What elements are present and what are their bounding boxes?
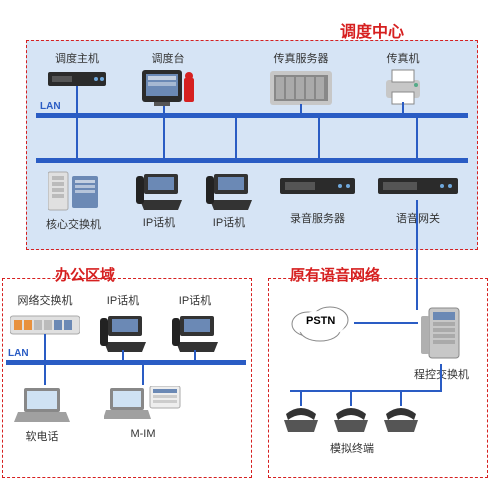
device-softphone: 软电话 — [14, 386, 70, 444]
vline-of4 — [44, 365, 46, 385]
vline-mid3 — [235, 118, 237, 158]
rack-1u-icon — [280, 176, 355, 200]
vline-t1 — [300, 392, 302, 406]
vline-pbx-down — [440, 364, 442, 390]
pstn-label: PSTN — [306, 315, 335, 327]
vline-dh — [76, 86, 78, 113]
zone-dispatch-title: 调度中心 — [340, 18, 404, 42]
phone-icon — [98, 310, 148, 354]
vline-of5 — [142, 365, 144, 385]
vline-of1 — [44, 334, 46, 360]
zone-voice-title: 原有语音网络 — [290, 264, 380, 285]
printer-icon — [380, 68, 426, 106]
phone-icon — [134, 168, 184, 212]
device-voice-gateway: 语音网关 — [378, 176, 458, 226]
lan-office — [6, 360, 246, 365]
device-analog-3 — [382, 406, 420, 434]
vline-fm — [402, 102, 404, 113]
vline-fs — [300, 104, 302, 113]
label-ip-phone-4: IP话机 — [179, 292, 211, 308]
label-fax-machine: 传真机 — [387, 50, 420, 66]
device-m-im: M-IM — [104, 386, 182, 440]
device-pbx: 程控交换机 — [418, 306, 469, 382]
phone-icon — [170, 310, 220, 354]
device-dispatch-console: 调度台 — [140, 50, 196, 110]
device-fax-server: 传真服务器 — [270, 50, 332, 108]
label-analog-term: 模拟终端 — [330, 440, 374, 456]
label-core-switch: 核心交换机 — [46, 216, 101, 232]
label-ip-phone-3: IP话机 — [107, 292, 139, 308]
lan-dispatch-top — [36, 113, 468, 118]
device-ip-phone-3: IP话机 — [98, 292, 148, 354]
label-softphone: 软电话 — [26, 428, 59, 444]
device-record-server: 录音服务器 — [280, 176, 355, 226]
desk-phone-icon — [282, 406, 320, 434]
laptop-icon — [14, 386, 70, 426]
label-net-switch: 网络交换机 — [18, 292, 73, 308]
pbx-icon — [421, 306, 467, 364]
phone-icon — [204, 168, 254, 212]
device-ip-phone-2: IP话机 — [204, 168, 254, 230]
desk-phone-icon — [382, 406, 420, 434]
label-ip-phone-1: IP话机 — [143, 214, 175, 230]
vline-mid5 — [416, 118, 418, 158]
laptop-screens-icon — [104, 386, 182, 426]
hline-terms — [290, 390, 442, 392]
label-m-im: M-IM — [130, 428, 155, 440]
device-analog-1 — [282, 406, 320, 434]
label-record-server: 录音服务器 — [290, 210, 345, 226]
rack-server-icon — [270, 68, 332, 108]
device-ip-phone-4: IP话机 — [170, 292, 220, 354]
rack-1u-icon — [378, 176, 458, 200]
device-core-switch: 核心交换机 — [46, 168, 101, 232]
device-analog-2 — [332, 406, 370, 434]
vline-gw-turn — [416, 308, 418, 310]
lan-dispatch-bot — [36, 158, 468, 163]
vline-mid2 — [163, 118, 165, 158]
device-dispatch-host: 调度主机 — [48, 50, 106, 88]
switch-icon — [48, 168, 100, 214]
pstn-cloud: PSTN — [286, 302, 356, 342]
vline-mid4 — [318, 118, 320, 158]
device-fax-machine: 传真机 — [380, 50, 426, 106]
desk-phone-icon — [332, 406, 370, 434]
vline-t3 — [400, 392, 402, 406]
vline-of2 — [122, 350, 124, 360]
server-box-icon — [48, 68, 106, 88]
label-ip-phone-2: IP话机 — [213, 214, 245, 230]
vline-t2 — [350, 392, 352, 406]
label-dispatch-console: 调度台 — [152, 50, 185, 66]
zone-office-title: 办公区域 — [55, 264, 115, 285]
console-icon — [140, 68, 196, 110]
hline-pstn-pbx — [354, 322, 418, 324]
device-net-switch: 网络交换机 — [10, 292, 80, 338]
vline-of3 — [194, 350, 196, 360]
vline-mid1 — [76, 118, 78, 158]
label-fax-server: 传真服务器 — [274, 50, 329, 66]
vline-dc — [163, 106, 165, 113]
label-voice-gateway: 语音网关 — [396, 210, 440, 226]
device-ip-phone-1: IP话机 — [134, 168, 184, 230]
label-dispatch-host: 调度主机 — [55, 50, 99, 66]
lan-label-office: LAN — [8, 348, 29, 359]
lan-label-top: LAN — [40, 101, 61, 112]
